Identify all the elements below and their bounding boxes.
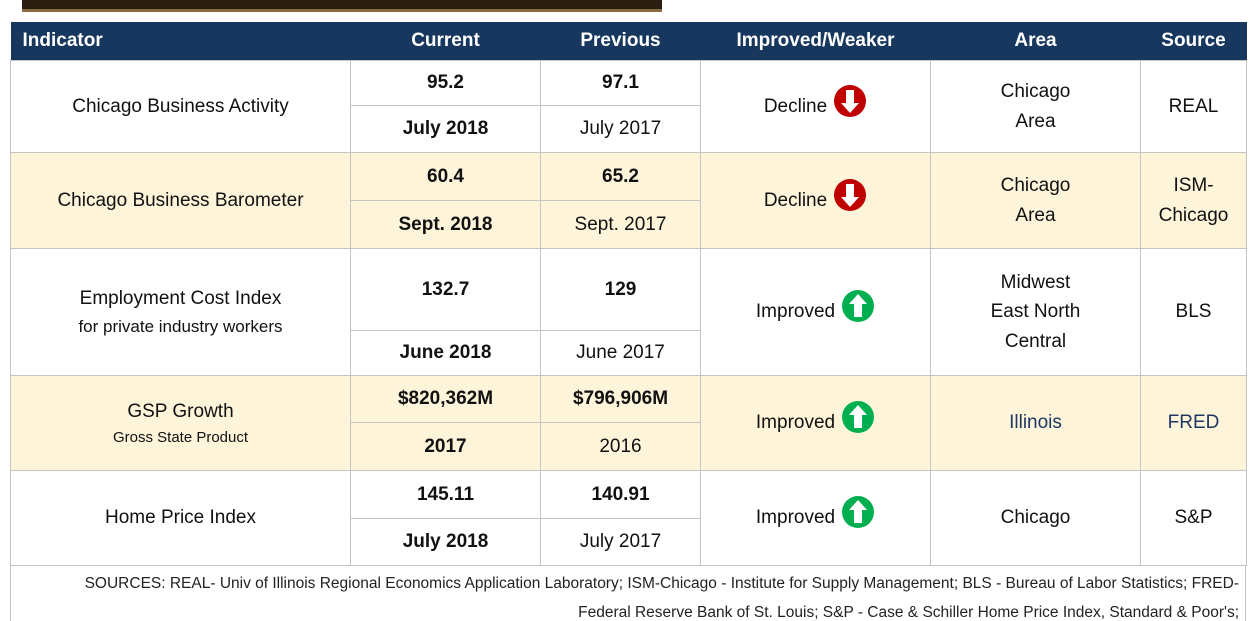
row: Sept. 2018 Sept. 2017 — [11, 200, 1247, 249]
title-rule — [22, 0, 662, 9]
row: Home Price Index 145.11 140.91 Improved … — [10, 470, 1247, 566]
area-line: Chicago — [1000, 175, 1071, 197]
change: Improved — [755, 301, 836, 323]
row: GSP Growth Gross State Product $820,362M … — [10, 375, 1247, 471]
previous-date: Sept. 2017 — [540, 200, 701, 249]
change-cell: Improved — [700, 470, 931, 566]
area: Chicago Area — [930, 60, 1141, 153]
down-arrow-icon — [834, 84, 867, 117]
current-date: 2017 — [350, 422, 541, 471]
previous-date: July 2017 — [540, 105, 701, 153]
previous: 65.2 — [540, 152, 701, 201]
row: 2017 2016 — [11, 422, 1247, 471]
source: BLS — [1140, 248, 1247, 376]
change: Improved — [755, 412, 836, 434]
previous: 140.91 — [540, 470, 701, 519]
source-line: FRED — [1167, 412, 1220, 434]
previous-date: June 2017 — [540, 330, 701, 376]
area-line: Chicago — [1000, 81, 1071, 103]
header-cell: Source — [1140, 22, 1247, 61]
source: ISM- Chicago — [1140, 152, 1247, 249]
header-row: Indicator Current Previous Improved/Weak… — [10, 22, 1247, 61]
change-cell: Decline — [700, 60, 931, 153]
area: Midwest East North Central — [930, 248, 1141, 376]
source-line: REAL — [1168, 95, 1219, 117]
current: $820,362M — [350, 375, 541, 423]
current: 145.11 — [350, 470, 541, 519]
current: 132.7 — [350, 248, 541, 331]
area: Chicago — [930, 470, 1141, 566]
previous: 97.1 — [540, 60, 701, 106]
up-arrow-icon — [842, 401, 875, 433]
area-line: Chicago — [1000, 507, 1071, 529]
down-arrow-icon — [834, 178, 867, 211]
indicator-table: Indicator Current Previous Improved/Weak… — [10, 22, 1247, 566]
row: Employment Cost Index for private industr… — [10, 248, 1247, 376]
up-arrow-icon — [842, 496, 875, 528]
row: July 2018 July 2017 — [11, 105, 1247, 153]
header-cell: Current — [350, 22, 541, 61]
source-line: Chicago — [1158, 204, 1229, 226]
row: Chicago Business Barometer 60.4 65.2 Dec… — [10, 152, 1247, 249]
indicator: Home Price Index — [10, 470, 351, 566]
indicator-subtitle: Gross State Product — [112, 429, 249, 447]
header-cell: Previous — [540, 22, 701, 61]
source: S&P — [1140, 470, 1247, 566]
previous: 129 — [540, 248, 701, 331]
source-line: S&P — [1174, 507, 1213, 529]
indicator: Employment Cost Index — [79, 288, 282, 310]
source-line: BLS — [1175, 301, 1212, 323]
indicator: GSP Growth — [127, 400, 234, 422]
source: REAL — [1140, 60, 1247, 153]
change: Decline — [763, 189, 828, 211]
previous: $796,906M — [540, 375, 701, 423]
header-cell: Area — [930, 22, 1141, 61]
header-cell: Indicator — [10, 22, 351, 61]
area-line: Area — [1015, 110, 1056, 132]
area-line: Central — [1004, 330, 1067, 352]
indicator: Chicago Business Activity — [10, 60, 351, 153]
change-cell: Improved — [700, 375, 931, 471]
row: Chicago Business Activity 95.2 97.1 Decl… — [10, 60, 1247, 153]
up-arrow-icon — [842, 290, 875, 322]
current-date: July 2018 — [350, 518, 541, 566]
current-date: July 2018 — [350, 105, 541, 153]
row: July 2018 July 2017 — [11, 518, 1247, 566]
current: 95.2 — [350, 60, 541, 106]
area-line: Illinois — [1009, 412, 1062, 434]
footnote: SOURCES: REAL- Univ of Illinois Regional… — [10, 566, 1246, 621]
change-cell: Improved — [700, 248, 931, 376]
change: Improved — [755, 507, 836, 529]
area-line: Area — [1015, 204, 1056, 226]
change-cell: Decline — [700, 152, 931, 249]
indicator-cell: Employment Cost Index for private industr… — [10, 248, 351, 376]
current-date: June 2018 — [350, 330, 541, 376]
header-cell: Improved/Weaker — [700, 22, 931, 61]
title-rule — [22, 9, 662, 12]
indicator-subtitle: for private industry workers — [78, 316, 283, 336]
previous-date: 2016 — [540, 422, 701, 471]
indicator: Chicago Business Barometer — [10, 152, 351, 249]
current-date: Sept. 2018 — [350, 200, 541, 249]
previous-date: July 2017 — [540, 518, 701, 566]
current: 60.4 — [350, 152, 541, 201]
source: FRED — [1140, 375, 1247, 471]
source-line: ISM- — [1173, 175, 1214, 197]
area-line: Midwest — [1000, 271, 1071, 293]
indicator-cell: GSP Growth Gross State Product — [10, 375, 351, 471]
area: Illinois — [930, 375, 1141, 471]
area-line: East North — [990, 301, 1081, 323]
change: Decline — [763, 95, 828, 117]
row: June 2018 June 2017 — [11, 330, 1247, 376]
area: Chicago Area — [930, 152, 1141, 249]
